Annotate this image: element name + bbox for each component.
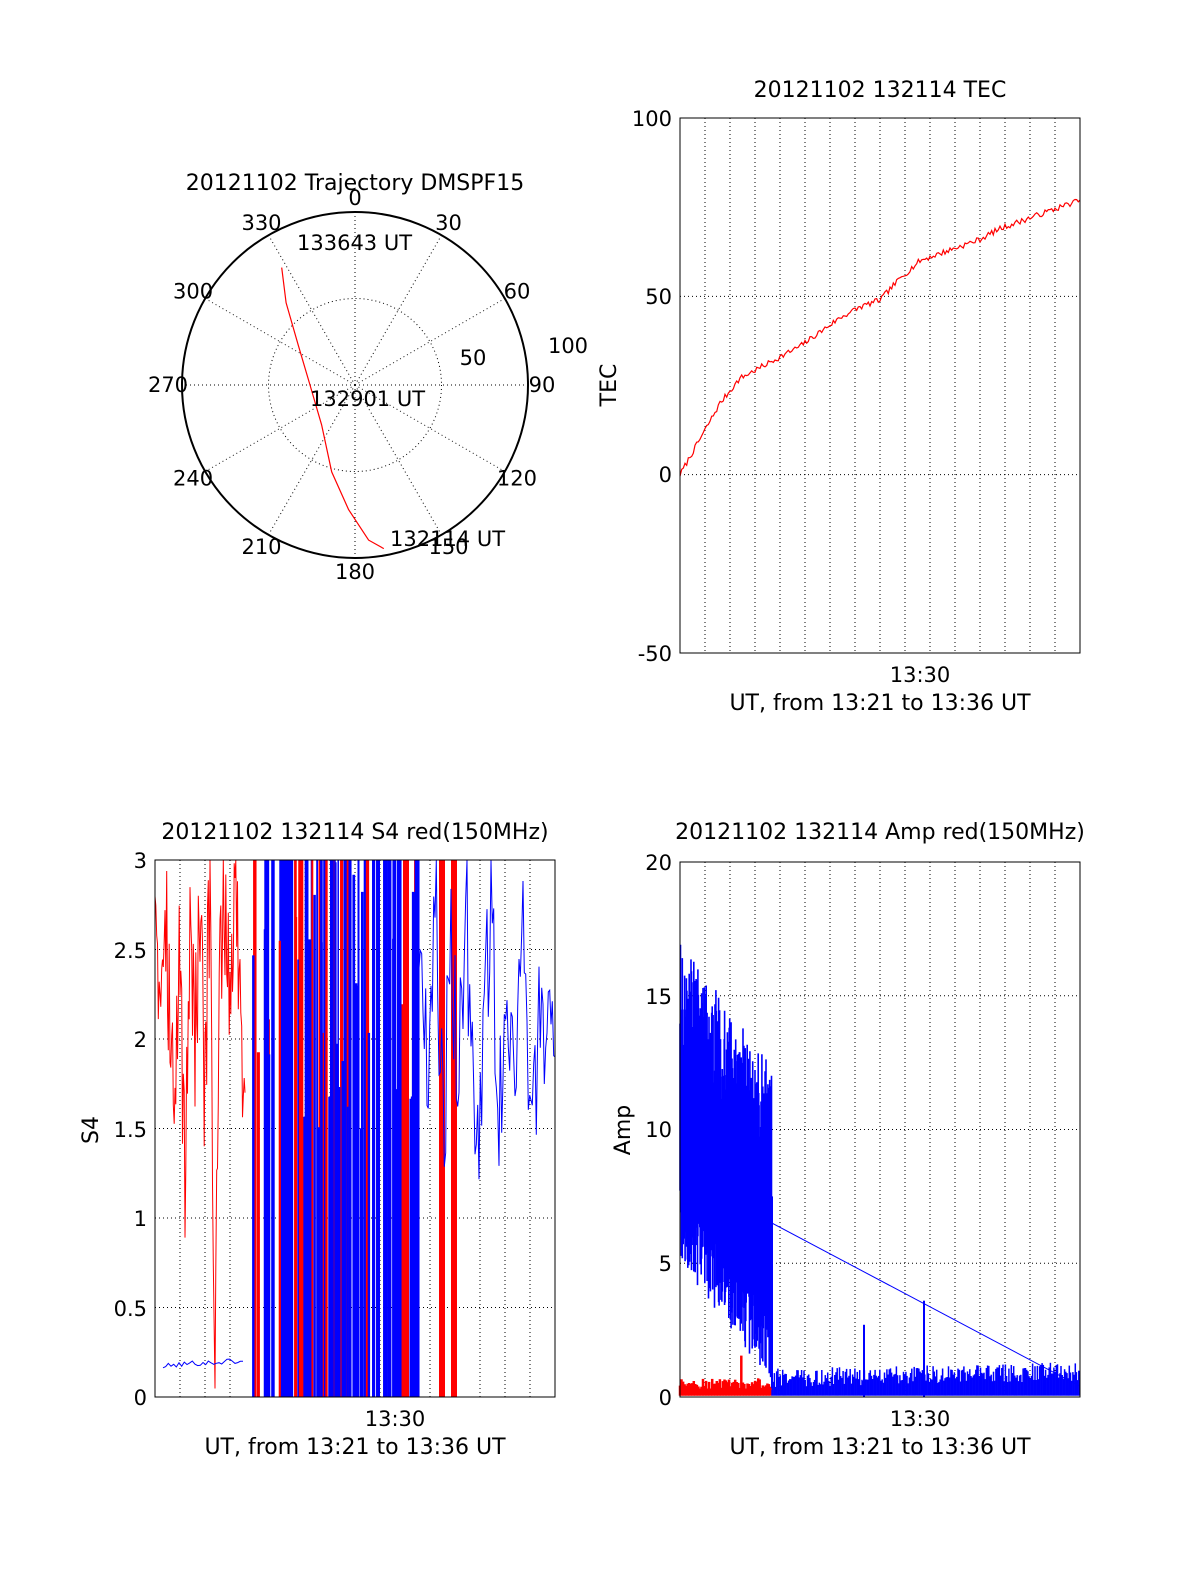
trajectory-title: 20121102 Trajectory DMSPF15 (186, 171, 524, 196)
polar-angle-labels: 0 30 60 90 120 150 180 210 240 270 300 330 (148, 186, 555, 584)
s4-ytick-2: 2 (134, 1028, 147, 1052)
tec-plot-frame (679, 117, 1081, 654)
polar-grid (181, 211, 529, 559)
amp-chart: 20121102 132114 Amp red(150MHz) 20 15 10… (611, 820, 1085, 1460)
s4-ytick-0-5: 0.5 (114, 1297, 147, 1321)
polar-angle-label: 210 (241, 535, 281, 559)
s4-red-bar (439, 860, 445, 1397)
tec-series-line (679, 198, 1081, 477)
polar-spoke (268, 384, 356, 536)
amp-dense-traces (678, 944, 1080, 1397)
s4-ylabel: S4 (79, 1116, 104, 1144)
amp-grid (680, 862, 1080, 1397)
tec-ytick-100: 100 (632, 107, 672, 131)
s4-xlabel: UT, from 13:21 to 13:36 UT (204, 1435, 506, 1460)
amp-xlabel: UT, from 13:21 to 13:36 UT (729, 1435, 1031, 1460)
s4-red-bar (403, 860, 409, 1397)
amp-ytick-10: 10 (645, 1118, 672, 1142)
s4-ytick-1-5: 1.5 (114, 1118, 147, 1142)
polar-spoke (354, 234, 442, 386)
amp-ylabel: Amp (611, 1105, 636, 1155)
trajectory-track (281, 267, 385, 550)
tec-ytick-0: 0 (659, 463, 672, 487)
s4-ytick-0: 0 (134, 1386, 147, 1410)
polar-ring-50 (268, 298, 442, 472)
amp-plot-frame (679, 861, 1081, 1398)
polar-angle-label: 180 (335, 560, 375, 584)
polar-angle-label: 120 (497, 467, 537, 491)
s4-red-bar (451, 860, 457, 1397)
s4-blue-low-series-line (162, 1358, 244, 1369)
amp-ytick-0: 0 (659, 1386, 672, 1410)
radial-tick-50: 50 (460, 346, 487, 370)
tec-xtick-1330: 13:30 (890, 663, 951, 687)
trajectory-polar-chart: 20121102 Trajectory DMSPF15 0 30 60 90 120 15… (148, 171, 588, 584)
s4-title: 20121102 132114 S4 red(150MHz) (161, 820, 548, 845)
polar-angle-label: 60 (504, 280, 531, 304)
annotation-start-time: 132114 UT (390, 527, 505, 551)
polar-angle-label: 270 (148, 373, 188, 397)
amp-ytick-5: 5 (659, 1252, 672, 1276)
tec-title: 20121102 132114 TEC (754, 78, 1007, 103)
tec-ytick-50: 50 (645, 285, 672, 309)
s4-xtick-1330: 13:30 (365, 1407, 426, 1431)
polar-spoke (354, 384, 506, 472)
polar-spoke (204, 384, 356, 472)
s4-ytick-3: 3 (134, 849, 147, 873)
polar-spoke (354, 384, 442, 536)
amp-xtick-1330: 13:30 (890, 1407, 951, 1431)
tec-xlabel: UT, from 13:21 to 13:36 UT (729, 691, 1031, 716)
polar-spoke (204, 298, 356, 386)
s4-blue-tail-series-line (418, 859, 556, 1180)
annotation-end-time: 133643 UT (297, 231, 412, 255)
amp-ytick-15: 15 (645, 985, 672, 1009)
tec-chart: 20121102 132114 TEC 100 50 0 -50 13:30 U… (597, 78, 1081, 716)
s4-chart: 20121102 132114 S4 red(150MHz) 3 2.5 2 1… (79, 820, 556, 1460)
polar-angle-label: 330 (241, 211, 281, 235)
polar-angle-label: 30 (435, 211, 462, 235)
polar-angle-label: 150 (428, 535, 468, 559)
s4-ytick-1: 1 (134, 1207, 147, 1231)
tec-ylabel: TEC (597, 364, 622, 408)
radial-tick-100: 100 (548, 334, 588, 358)
polar-angle-label: 0 (348, 186, 361, 210)
tec-ytick-neg50: -50 (638, 642, 672, 666)
tec-grid (680, 118, 1080, 653)
s4-plot-frame (154, 859, 556, 1398)
amp-blue-series-line (679, 1102, 1081, 1387)
s4-ytick-2-5: 2.5 (114, 939, 147, 963)
polar-spoke (354, 298, 506, 386)
s4-dense-traces (252, 860, 457, 1397)
s4-red-series-line (154, 859, 246, 1389)
polar-spoke (268, 234, 356, 386)
amp-title: 20121102 132114 Amp red(150MHz) (675, 820, 1085, 845)
polar-angle-label: 300 (173, 280, 213, 304)
annotation-mid-time: 132901 UT (310, 387, 425, 411)
polar-angle-label: 240 (173, 467, 213, 491)
polar-angle-label: 90 (529, 373, 556, 397)
amp-ytick-20: 20 (645, 851, 672, 875)
